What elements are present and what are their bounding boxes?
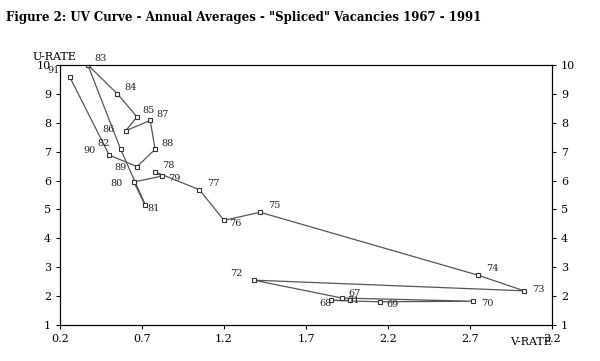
Text: 87: 87: [157, 110, 169, 119]
Text: 74: 74: [487, 265, 499, 274]
Text: 78: 78: [161, 161, 174, 170]
Text: 81: 81: [147, 204, 159, 213]
Text: 77: 77: [208, 179, 220, 188]
Text: 75: 75: [268, 201, 281, 210]
Text: 89: 89: [114, 163, 127, 172]
Text: 73: 73: [532, 285, 545, 294]
Text: 68: 68: [319, 299, 331, 308]
Text: 72: 72: [230, 269, 243, 278]
Text: 83: 83: [94, 54, 107, 63]
Text: 79: 79: [168, 174, 181, 183]
Text: 82: 82: [98, 139, 110, 148]
Text: Figure 2: UV Curve - Annual Averages - "Spliced" Vacancies 1967 - 1991: Figure 2: UV Curve - Annual Averages - "…: [6, 11, 481, 24]
Text: 84: 84: [124, 83, 136, 92]
Text: 80: 80: [111, 179, 123, 188]
Text: U-RATE: U-RATE: [33, 52, 77, 62]
Text: 70: 70: [481, 299, 494, 308]
Text: 76: 76: [229, 219, 241, 229]
Text: 67: 67: [349, 289, 361, 298]
Text: 71: 71: [347, 296, 359, 305]
Text: 90: 90: [83, 146, 95, 155]
Text: V-RATE: V-RATE: [510, 336, 552, 347]
Text: 85: 85: [142, 106, 154, 115]
Text: 86: 86: [103, 125, 115, 134]
Text: 88: 88: [161, 139, 174, 148]
Text: 91: 91: [47, 66, 59, 75]
Text: 69: 69: [386, 300, 398, 309]
